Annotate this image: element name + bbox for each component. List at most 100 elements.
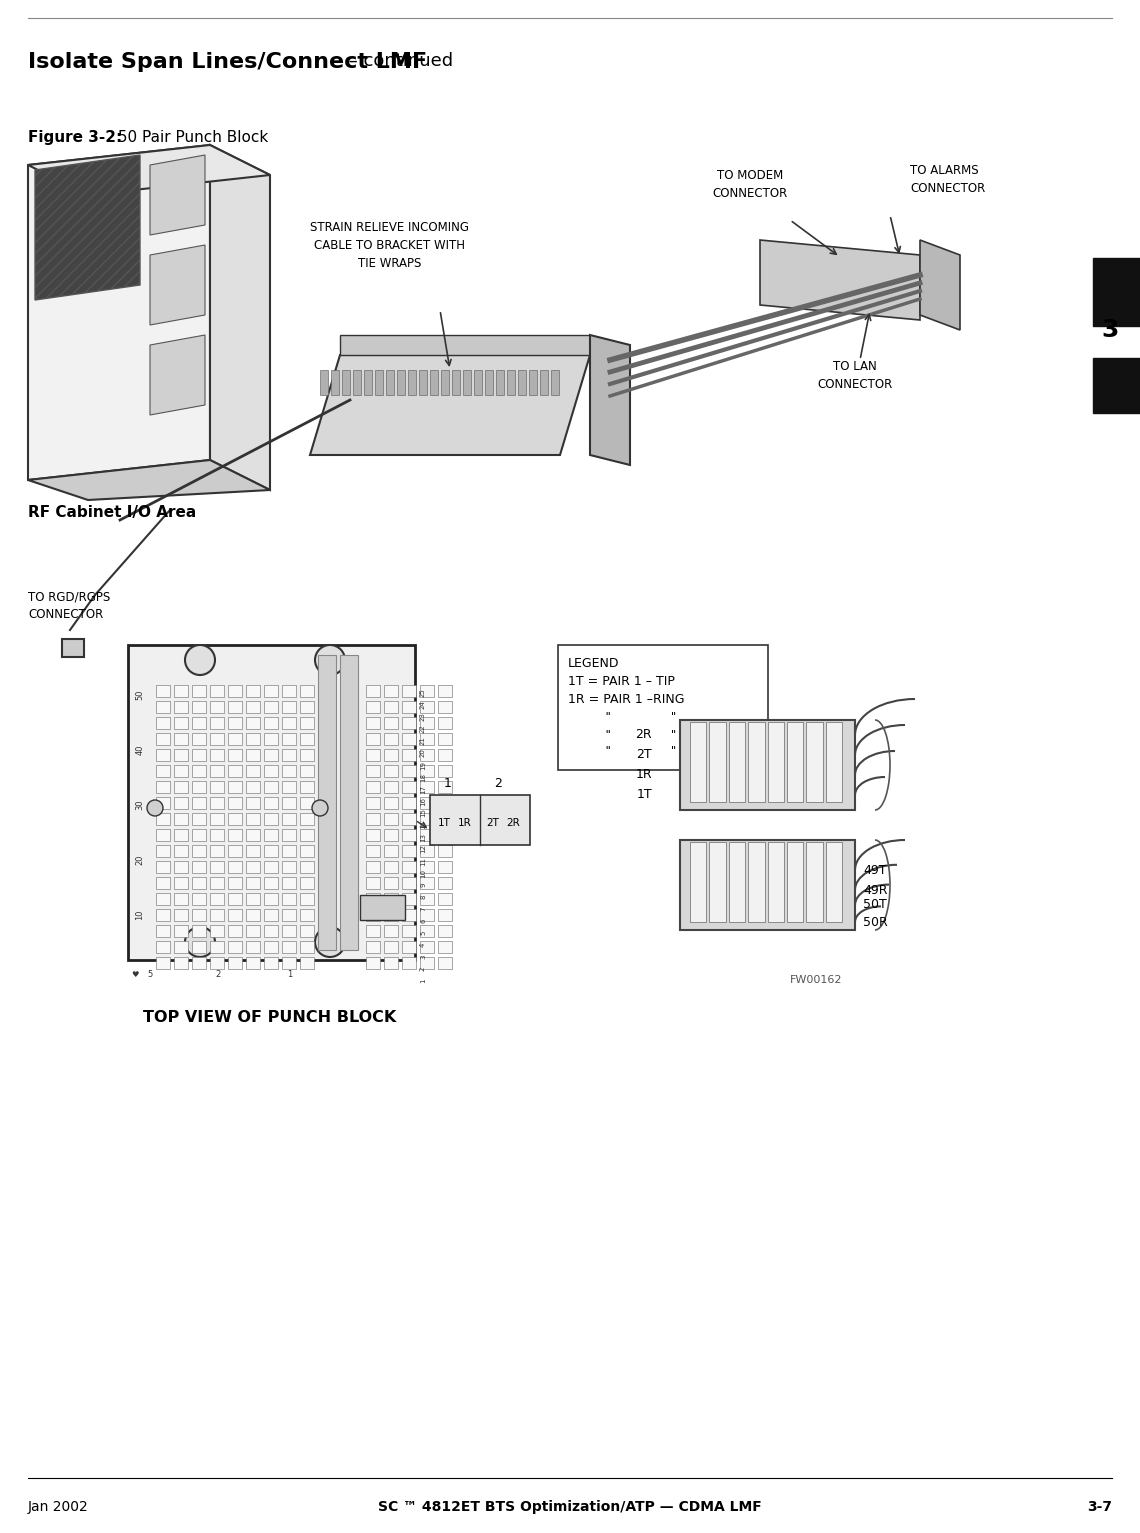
Bar — [420, 862, 434, 872]
Bar — [246, 941, 260, 954]
Bar — [402, 845, 416, 857]
Bar — [156, 845, 170, 857]
Text: 49T: 49T — [863, 863, 887, 877]
Bar — [192, 909, 206, 921]
Bar — [156, 733, 170, 745]
Bar — [174, 894, 188, 904]
Bar — [246, 845, 260, 857]
Text: 5: 5 — [147, 970, 153, 980]
Text: 13: 13 — [420, 832, 426, 842]
Bar — [156, 701, 170, 713]
Bar — [282, 941, 296, 954]
Bar — [420, 701, 434, 713]
Bar — [402, 717, 416, 730]
Bar — [420, 717, 434, 730]
Text: 23: 23 — [420, 713, 426, 722]
Text: 6: 6 — [420, 918, 426, 923]
Bar — [246, 957, 260, 969]
Bar — [246, 685, 260, 698]
Bar — [748, 722, 765, 802]
Bar — [192, 685, 206, 698]
Text: 9: 9 — [420, 883, 426, 888]
Text: 1R = PAIR 1 –RING: 1R = PAIR 1 –RING — [568, 693, 684, 707]
Polygon shape — [353, 369, 361, 396]
Bar — [366, 685, 380, 698]
Polygon shape — [331, 369, 339, 396]
Circle shape — [312, 800, 328, 816]
Bar — [228, 829, 242, 842]
Text: 17: 17 — [420, 785, 426, 794]
Bar — [264, 877, 278, 889]
Text: 30: 30 — [136, 800, 145, 811]
Text: 15: 15 — [420, 808, 426, 817]
Polygon shape — [441, 369, 449, 396]
Bar — [402, 829, 416, 842]
Bar — [174, 924, 188, 937]
Polygon shape — [150, 336, 205, 415]
Polygon shape — [397, 369, 405, 396]
Polygon shape — [150, 155, 205, 235]
Text: 2R: 2R — [635, 728, 652, 742]
Text: 1T: 1T — [438, 819, 451, 828]
Bar — [300, 924, 314, 937]
Text: TOP VIEW OF PUNCH BLOCK: TOP VIEW OF PUNCH BLOCK — [144, 1010, 397, 1026]
Bar — [402, 941, 416, 954]
Bar — [210, 829, 223, 842]
Polygon shape — [920, 241, 960, 330]
Bar — [246, 924, 260, 937]
Polygon shape — [507, 369, 515, 396]
Bar — [402, 701, 416, 713]
Polygon shape — [540, 369, 548, 396]
Bar — [264, 733, 278, 745]
Bar — [174, 812, 188, 825]
Polygon shape — [340, 336, 591, 356]
Text: 1: 1 — [420, 978, 426, 983]
Polygon shape — [474, 369, 482, 396]
Bar — [384, 780, 398, 793]
Bar — [767, 842, 784, 921]
Bar — [174, 780, 188, 793]
Text: "                ": " " — [568, 711, 676, 724]
Text: 3: 3 — [1101, 317, 1118, 342]
Bar — [282, 862, 296, 872]
Bar — [420, 957, 434, 969]
Bar — [264, 765, 278, 777]
Bar — [210, 733, 223, 745]
Text: 10: 10 — [420, 869, 426, 877]
Bar — [156, 797, 170, 809]
Bar — [264, 909, 278, 921]
Bar — [228, 717, 242, 730]
Bar — [366, 924, 380, 937]
Bar — [384, 797, 398, 809]
Polygon shape — [150, 245, 205, 325]
Bar — [438, 685, 451, 698]
Text: 49R: 49R — [863, 883, 888, 897]
Bar — [192, 957, 206, 969]
Bar — [156, 829, 170, 842]
Bar — [174, 717, 188, 730]
Bar — [300, 957, 314, 969]
Text: 2T: 2T — [636, 748, 652, 762]
Polygon shape — [210, 146, 270, 491]
Bar — [366, 812, 380, 825]
Bar — [210, 877, 223, 889]
Bar — [366, 909, 380, 921]
Bar — [679, 721, 855, 809]
Bar — [438, 909, 451, 921]
Bar — [282, 924, 296, 937]
Bar — [264, 797, 278, 809]
Text: 12: 12 — [420, 845, 426, 854]
Circle shape — [315, 645, 345, 675]
Bar — [192, 765, 206, 777]
Bar — [384, 701, 398, 713]
Bar — [264, 957, 278, 969]
Bar — [62, 639, 84, 658]
Bar — [1093, 258, 1140, 327]
Bar — [366, 862, 380, 872]
Text: 2T: 2T — [486, 819, 499, 828]
Bar — [366, 877, 380, 889]
Bar — [366, 717, 380, 730]
Bar — [438, 812, 451, 825]
Bar — [420, 845, 434, 857]
Bar — [402, 750, 416, 760]
